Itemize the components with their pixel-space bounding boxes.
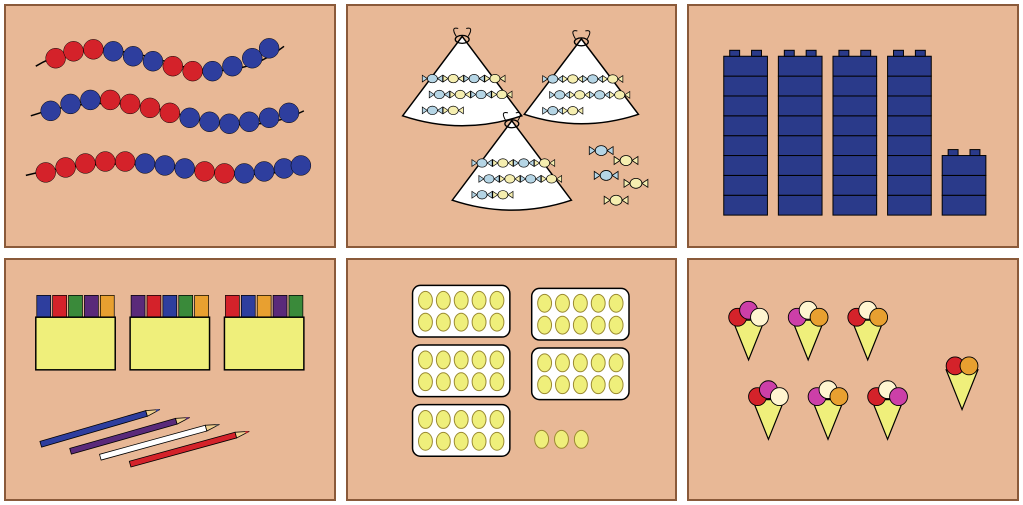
panel-beads xyxy=(4,4,336,248)
infographic-grid xyxy=(0,0,1023,505)
panel-candy xyxy=(346,4,678,248)
panel-blocks xyxy=(687,4,1019,248)
panel-cones xyxy=(687,258,1019,502)
panel-pills xyxy=(346,258,678,502)
panel-crayons xyxy=(4,258,336,502)
